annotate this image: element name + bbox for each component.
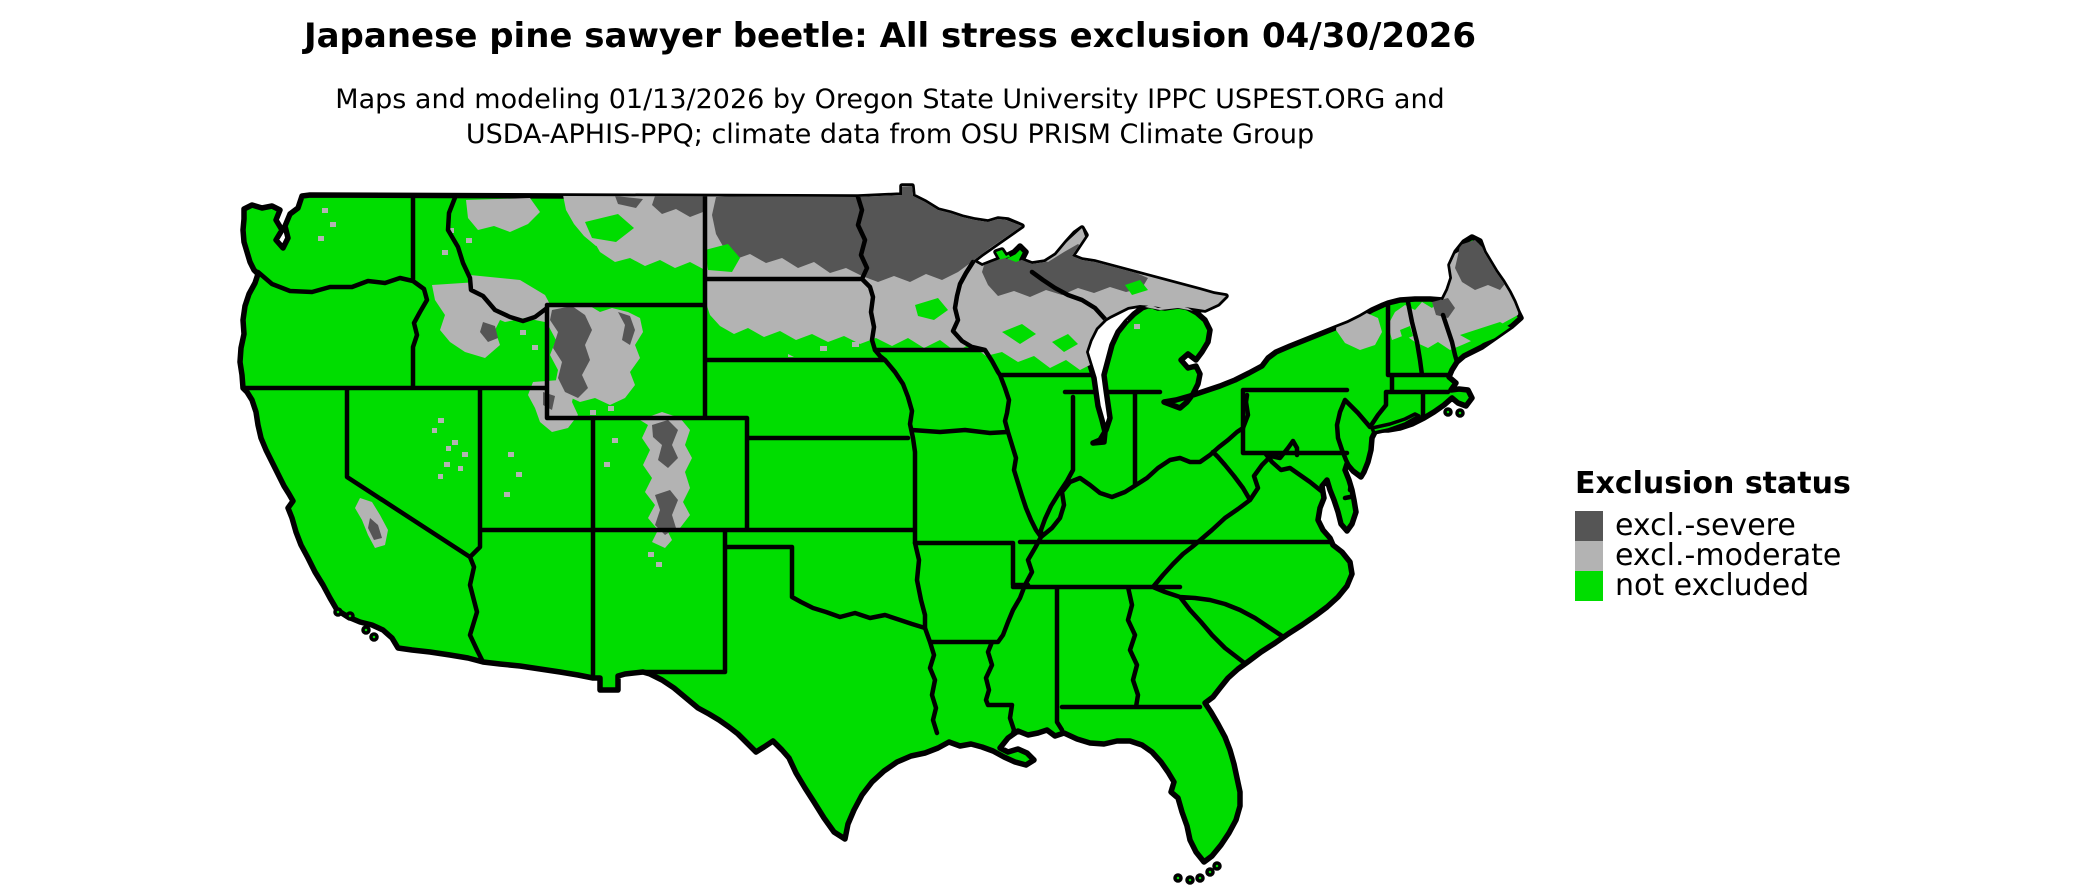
long-island xyxy=(1370,412,1421,435)
severe-swatch xyxy=(1575,511,1603,541)
legend-label: not excluded xyxy=(1615,568,1810,603)
subtitle-line-2: USDA-APHIS-PPQ; climate data from OSU PR… xyxy=(465,119,1315,150)
state-borders xyxy=(240,192,1460,740)
legend-title: Exclusion status xyxy=(1575,466,1851,501)
not-excluded-swatch xyxy=(1575,571,1603,601)
nantucket-islands xyxy=(1443,407,1465,418)
legend-label: excl.-moderate xyxy=(1615,538,1842,573)
legend-label: excl.-severe xyxy=(1615,508,1796,543)
subtitle-line-1: Maps and modeling 01/13/2026 by Oregon S… xyxy=(335,84,1445,115)
florida-keys xyxy=(1173,861,1222,885)
legend: Exclusion status excl.-severe excl.-mode… xyxy=(1575,466,1851,601)
moderate-swatch xyxy=(1575,541,1603,571)
page-title: Japanese pine sawyer beetle: All stress … xyxy=(303,16,1477,56)
page-subtitle: Maps and modeling 01/13/2026 by Oregon S… xyxy=(0,82,1780,152)
legend-item-severe: excl.-severe xyxy=(1575,511,1851,541)
legend-item-moderate: excl.-moderate xyxy=(1575,541,1851,571)
title-block: Japanese pine sawyer beetle: All stress … xyxy=(0,0,1780,152)
channel-islands xyxy=(333,607,379,642)
legend-item-not-excluded: not excluded xyxy=(1575,571,1851,601)
green-holes-layer xyxy=(585,214,1515,360)
